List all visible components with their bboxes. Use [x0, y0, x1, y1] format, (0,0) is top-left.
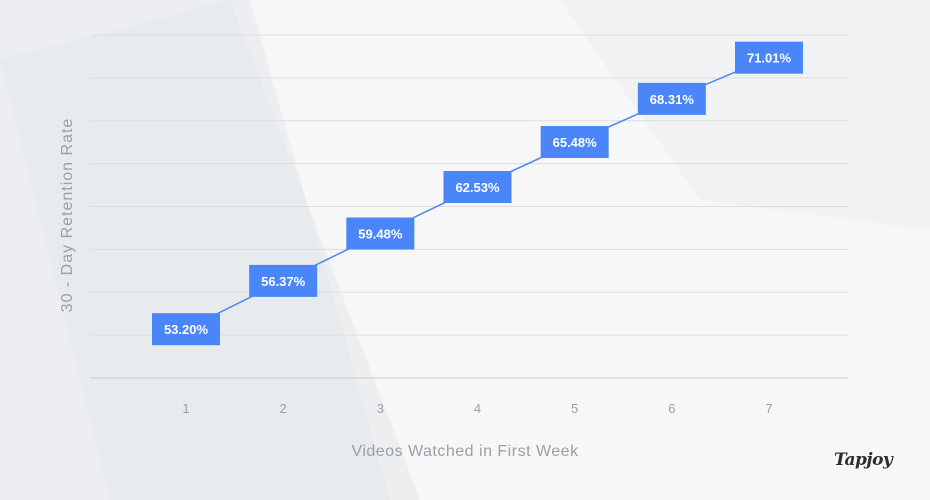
data-point: 56.37%: [249, 264, 318, 297]
data-label: 56.37%: [261, 274, 306, 289]
data-marker: [540, 126, 609, 159]
data-point: 62.53%: [443, 170, 512, 203]
x-tick-label: 5: [571, 401, 578, 416]
data-marker: [152, 313, 220, 346]
data-point: 68.31%: [637, 82, 706, 115]
y-axis-label: 30 - Day Retention Rate: [59, 117, 76, 313]
x-tick-label: 6: [668, 401, 675, 416]
data-label: 53.20%: [164, 322, 209, 337]
data-label: 68.31%: [650, 92, 695, 107]
tapjoy-logo: Tapjoy: [834, 450, 893, 470]
data-point: 71.01%: [735, 41, 803, 74]
data-label: 71.01%: [747, 51, 792, 66]
x-tick-label: 7: [765, 401, 772, 416]
data-label: 59.48%: [358, 226, 403, 241]
data-label: 62.53%: [455, 180, 500, 195]
x-tick-label: 2: [280, 401, 287, 416]
data-markers: 53.20% 56.37% 59.48% 62.53% 65.48% 68.31% 71.0…: [152, 41, 803, 346]
x-tick-labels: 1 2 3 4 5 6 7: [182, 401, 772, 416]
x-tick-label: 4: [474, 401, 481, 416]
data-point: 59.48%: [346, 217, 415, 250]
data-marker: [735, 41, 803, 74]
data-marker: [443, 170, 512, 203]
data-point: 53.20%: [152, 313, 220, 346]
x-tick-label: 3: [377, 401, 384, 416]
x-axis-label: Videos Watched in First Week: [351, 443, 579, 460]
data-point: 65.48%: [540, 126, 609, 159]
data-marker: [346, 217, 415, 250]
data-label: 65.48%: [553, 135, 598, 150]
x-tick-label: 1: [182, 401, 189, 416]
data-marker: [249, 264, 318, 297]
data-marker: [637, 82, 706, 115]
